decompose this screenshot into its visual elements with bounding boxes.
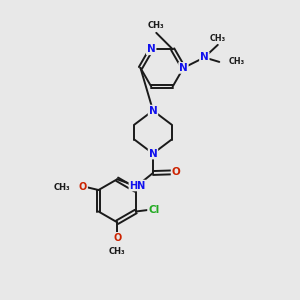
Text: CH₃: CH₃ — [210, 34, 226, 43]
Text: Cl: Cl — [148, 205, 159, 215]
Text: N: N — [147, 44, 156, 54]
Text: N: N — [148, 148, 158, 159]
Text: O: O — [113, 233, 121, 243]
Text: O: O — [172, 167, 180, 177]
Text: HN: HN — [129, 181, 146, 190]
Text: CH₃: CH₃ — [54, 182, 70, 191]
Text: CH₃: CH₃ — [148, 21, 165, 30]
Text: O: O — [79, 182, 87, 192]
Text: N: N — [200, 52, 209, 62]
Text: CH₃: CH₃ — [109, 247, 125, 256]
Text: N: N — [179, 63, 188, 73]
Text: N: N — [148, 106, 158, 116]
Text: CH₃: CH₃ — [229, 57, 245, 66]
